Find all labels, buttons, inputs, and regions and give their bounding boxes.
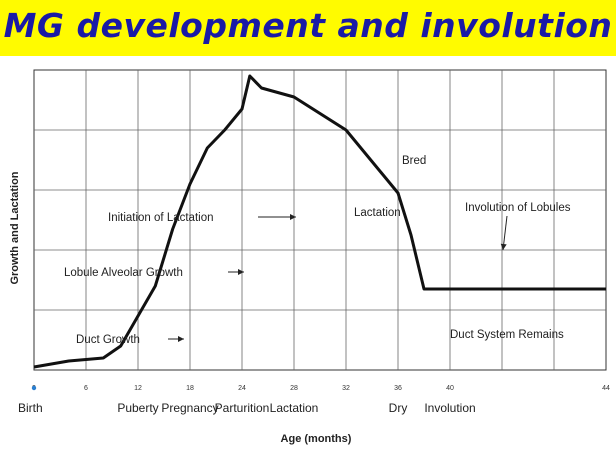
gridlines <box>34 70 606 370</box>
stage-label: Pregnancy <box>161 401 218 415</box>
stage-label: Involution <box>424 401 475 415</box>
stage-label: Birth <box>18 401 43 415</box>
x-tick-label: 32 <box>342 385 350 392</box>
x-tick-labels: 061218242832364044 <box>31 385 610 392</box>
x-tick-label: 6 <box>84 385 88 392</box>
stage-label: Parturition <box>215 401 270 415</box>
x-tick-label: 28 <box>290 385 298 392</box>
x-tick-label: 12 <box>134 385 142 392</box>
plot-area <box>33 69 607 371</box>
annotation-label: Bred <box>402 155 426 167</box>
annotation-arrowhead <box>178 336 184 342</box>
x-tick-label: 40 <box>446 385 454 392</box>
x-tick-label: 18 <box>186 385 194 392</box>
title-band <box>0 0 616 56</box>
stage-label: Puberty <box>117 401 158 415</box>
slide-title: MG development and involution <box>3 6 613 45</box>
annotation-arrowhead <box>500 243 507 250</box>
stage-label: Dry <box>389 401 408 415</box>
growth-lactation-curve <box>33 74 606 369</box>
x-tick-label: 36 <box>394 385 402 392</box>
annotation-label: Lobule Alveolar Growth <box>64 267 183 279</box>
origin-dot <box>31 385 37 391</box>
annotation-arrowhead <box>238 269 244 275</box>
annotation-label: Duct System Remains <box>450 329 564 341</box>
annotation-label: Involution of Lobules <box>465 202 571 214</box>
x-tick-label: 44 <box>602 385 610 392</box>
annotation-label: Duct Growth <box>76 334 140 346</box>
annotations: Duct Growth Lobule Alveolar Growth Initiat… <box>64 155 571 346</box>
annotation-label: Lactation <box>354 207 401 219</box>
x-tick-label: 24 <box>238 385 246 392</box>
annotation-arrowhead <box>290 214 296 220</box>
annotation-label: Initiation of Lactation <box>108 212 214 224</box>
y-axis-label: Growth and Lactation <box>9 171 21 284</box>
stage-label: Lactation <box>270 401 319 415</box>
x-axis-label: Age (months) <box>281 433 352 445</box>
